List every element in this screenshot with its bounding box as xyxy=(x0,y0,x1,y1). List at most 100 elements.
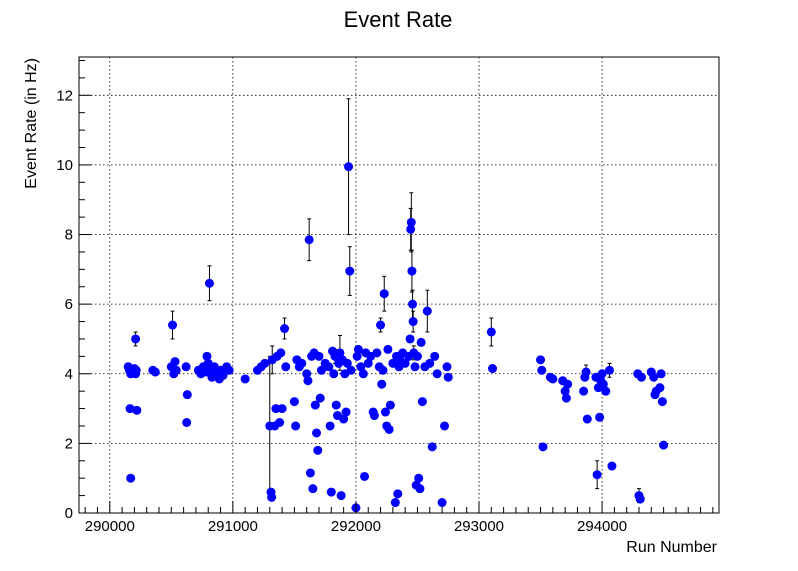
x-tick-label: 294000 xyxy=(577,518,627,535)
data-point xyxy=(649,372,659,382)
data-point xyxy=(393,489,403,499)
axis-ticks: 290000 291000 292000 293000 294000 0 2 4 6 8 10 12 xyxy=(56,59,714,535)
data-point xyxy=(346,365,356,375)
data-point xyxy=(150,367,160,377)
data-point xyxy=(415,484,425,494)
y-tick-label: 10 xyxy=(56,157,73,174)
data-point xyxy=(422,306,432,316)
data-point xyxy=(601,386,611,396)
grid-lines xyxy=(79,57,719,513)
data-point xyxy=(410,362,420,372)
data-point xyxy=(412,351,422,361)
y-tick-label: 4 xyxy=(65,366,73,383)
data-point xyxy=(407,266,417,276)
data-point xyxy=(302,369,312,379)
x-tick-label: 292000 xyxy=(331,518,381,535)
data-point xyxy=(304,235,314,245)
x-tick-label: 291000 xyxy=(208,518,258,535)
data-point xyxy=(275,417,285,427)
data-point xyxy=(182,417,192,427)
y-tick-label: 8 xyxy=(65,227,73,244)
data-point xyxy=(635,494,645,504)
data-point xyxy=(335,348,345,358)
data-point xyxy=(356,362,366,372)
data-point xyxy=(595,412,605,422)
data-point xyxy=(432,369,442,379)
data-point xyxy=(313,445,323,455)
data-point xyxy=(271,404,281,414)
data-point xyxy=(536,355,546,365)
data-point xyxy=(181,362,191,372)
data-point xyxy=(380,407,390,417)
data-point xyxy=(657,397,667,407)
data-point xyxy=(341,407,351,417)
data-point xyxy=(592,470,602,480)
data-point xyxy=(405,334,415,344)
data-point xyxy=(277,404,287,414)
data-point xyxy=(345,266,355,276)
data-point xyxy=(260,358,270,368)
data-point xyxy=(325,421,335,431)
data-point xyxy=(385,400,395,410)
data-point xyxy=(303,376,313,386)
y-tick-label: 12 xyxy=(56,87,73,104)
data-point xyxy=(276,348,286,358)
data-point xyxy=(607,461,617,471)
data-point xyxy=(336,491,346,501)
data-point xyxy=(659,440,669,450)
data-point xyxy=(379,289,389,299)
data-point xyxy=(352,351,362,361)
data-point xyxy=(310,400,320,410)
data-point xyxy=(289,397,299,407)
data-point xyxy=(408,299,418,309)
data-point xyxy=(636,372,646,382)
data-point xyxy=(488,364,498,374)
data-point xyxy=(358,369,368,379)
data-point xyxy=(324,362,334,372)
data-point xyxy=(363,358,373,368)
data-point xyxy=(406,224,416,234)
data-point xyxy=(598,379,608,389)
data-point xyxy=(281,362,291,372)
data-point xyxy=(560,386,570,396)
data-point xyxy=(408,317,418,327)
y-tick-label: 0 xyxy=(65,505,73,522)
data-point xyxy=(563,379,573,389)
data-point xyxy=(125,404,135,414)
x-tick-label: 293000 xyxy=(454,518,504,535)
data-point xyxy=(291,421,301,431)
data-point xyxy=(170,357,180,367)
data-point xyxy=(267,492,277,502)
data-point xyxy=(202,351,212,361)
data-point xyxy=(326,487,336,497)
data-point xyxy=(443,372,453,382)
data-point xyxy=(414,473,424,483)
data-point xyxy=(132,405,142,415)
data-point xyxy=(538,442,548,452)
data-points xyxy=(123,162,669,513)
data-point xyxy=(314,351,324,361)
x-tick-label: 290000 xyxy=(85,518,135,535)
data-point xyxy=(126,473,136,483)
data-point xyxy=(339,414,349,424)
x-axis-label: Run Number xyxy=(626,539,717,556)
data-point xyxy=(384,424,394,434)
data-point xyxy=(204,278,214,288)
data-point xyxy=(168,320,178,330)
y-axis-label: Event Rate (in Hz) xyxy=(23,58,40,189)
data-point xyxy=(430,351,440,361)
data-point xyxy=(655,383,665,393)
data-point xyxy=(312,428,322,438)
data-point xyxy=(280,324,290,334)
data-point xyxy=(171,365,181,375)
data-point xyxy=(344,162,354,172)
data-point xyxy=(218,371,228,381)
y-tick-label: 6 xyxy=(65,296,73,313)
data-point xyxy=(400,358,410,368)
data-point xyxy=(548,374,558,384)
data-point xyxy=(442,362,452,372)
data-point xyxy=(182,390,192,400)
data-point xyxy=(406,217,416,227)
data-point xyxy=(427,442,437,452)
